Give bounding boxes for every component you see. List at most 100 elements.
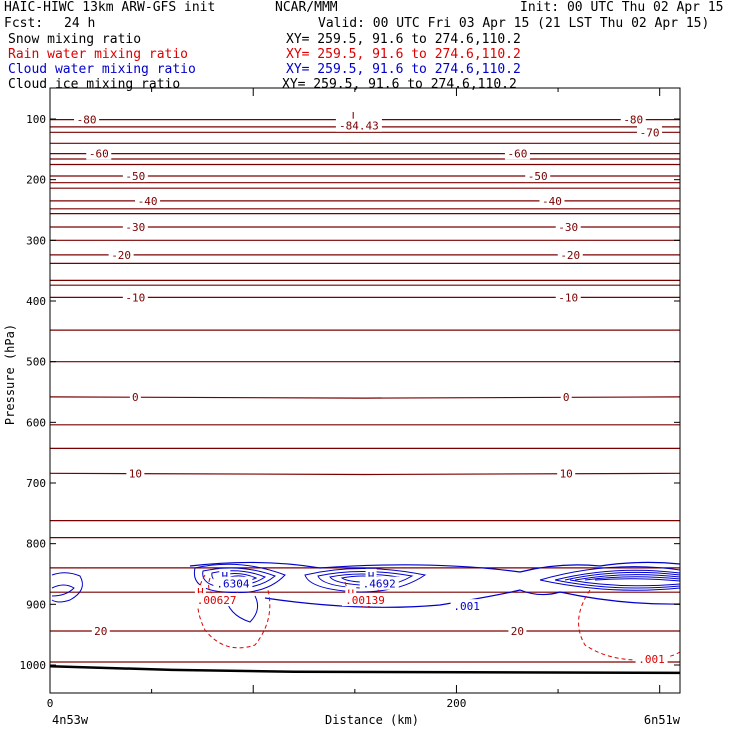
model-title: HAIC-HIWC 13km ARW-GFS init [4, 0, 216, 15]
cloud-water-contour [554, 579, 681, 589]
y-tick-label: 1000 [20, 659, 47, 672]
x-tick-label: 200 [447, 697, 467, 710]
y-tick-label: 900 [26, 598, 46, 611]
temperature-contour-label: 0 [132, 391, 139, 404]
label-backing [359, 576, 399, 590]
label-backing [557, 466, 576, 480]
cloud-water-contour [189, 561, 681, 573]
label-backing [122, 219, 148, 233]
right-endpoint-label: 6n51w [644, 713, 681, 727]
field-xy-cloud-water: XY= 259.5, 91.6 to 274.6,110.2 [286, 62, 521, 77]
rain-water-label: .00627 [197, 594, 237, 607]
cloud-water-label: .4692 [363, 578, 396, 591]
rain-water-label: .00139 [345, 594, 385, 607]
cloud-water-contour [202, 567, 276, 589]
label-backing [335, 118, 382, 132]
label-backing [504, 146, 530, 160]
forecast-label: Fcst: [4, 16, 44, 31]
label-backing [122, 290, 148, 304]
cloud-water-contour [304, 568, 427, 593]
rain-water-label: .001 [638, 653, 665, 666]
label-backing [635, 651, 668, 665]
cloud-water-label: .001 [453, 600, 480, 613]
rain-water-contours [197, 574, 681, 661]
y-tick-label: 200 [26, 174, 46, 187]
label-backing [194, 585, 206, 599]
label-backing [508, 624, 527, 638]
temperature-contour-label: -10 [125, 291, 145, 304]
label-backing [91, 624, 110, 638]
y-tick-label: 100 [26, 113, 46, 126]
label-backing [450, 599, 483, 613]
cloud-water-contour [569, 579, 681, 587]
temperature-contour-label: -50 [528, 170, 548, 183]
label-backing [620, 112, 646, 126]
label-backing [539, 193, 565, 207]
y-tick-label: 800 [26, 538, 46, 551]
init-time: Init: 00 UTC Thu 02 Apr 15 [520, 0, 724, 15]
temperature-contour-label: -40 [138, 195, 158, 208]
y-tick-label: 400 [26, 295, 46, 308]
temperature-contour-label: 10 [129, 467, 142, 480]
field-name-rain: Rain water mixing ratio [8, 47, 189, 62]
label-backing [557, 247, 583, 261]
y-tick-label: 300 [26, 234, 46, 247]
temperature-contour-label: -80 [623, 114, 643, 127]
field-name-cloud-water: Cloud water mixing ratio [8, 62, 196, 77]
valid-time: Valid: 00 UTC Fri 03 Apr 15 (21 LST Thu … [318, 16, 710, 31]
label-backing [135, 193, 161, 207]
label-backing [555, 290, 581, 304]
label-backing [525, 169, 551, 183]
label-backing [345, 586, 357, 600]
label-backing [122, 169, 148, 183]
temperature-contour-label: 20 [511, 625, 524, 638]
x-axis-label: Distance (km) [325, 713, 419, 727]
label-backing [74, 112, 100, 126]
rain-water-label: H [197, 586, 204, 599]
cloud-water-contour [554, 569, 681, 581]
cloud-water-contour [594, 578, 681, 582]
temperature-contour-label: -20 [560, 249, 580, 262]
temperature-min-marker: L [352, 110, 359, 123]
temperature-contour-label: -60 [507, 148, 527, 161]
field-name-snow: Snow mixing ratio [8, 32, 142, 47]
left-endpoint-label: 4n53w [52, 713, 89, 727]
temperature-contour-label: -60 [89, 148, 109, 161]
temperature-contour [49, 396, 681, 399]
cloud-water-contour [584, 576, 681, 581]
label-backing [86, 146, 112, 160]
cloud-water-contour [564, 571, 681, 581]
label-backing [193, 593, 240, 607]
rain-water-contour [197, 574, 271, 649]
cloud-water-contour [51, 572, 83, 603]
y-tick-label: 500 [26, 356, 46, 369]
label-backing [213, 576, 253, 590]
temperature-contour [49, 472, 681, 476]
field-xy-rain: XY= 259.5, 91.6 to 274.6,110.2 [286, 47, 521, 62]
org-label: NCAR/MMM [275, 0, 338, 15]
label-backing [129, 389, 141, 403]
temperature-min-value: -84.43 [339, 120, 379, 133]
x-tick-label: 0 [47, 697, 54, 710]
cloud-water-label: H [368, 570, 375, 583]
y-tick-label: 600 [26, 416, 46, 429]
temperature-contour-label: -30 [558, 221, 578, 234]
temperature-contour-label: 0 [563, 391, 570, 404]
cloud-water-contour [539, 579, 681, 591]
temperature-contour-label: -40 [542, 195, 562, 208]
temperature-contour-label: 10 [560, 467, 573, 480]
temperature-contour-label: -30 [125, 221, 145, 234]
forecast-hour: 24 h [64, 16, 96, 31]
label-backing [555, 219, 581, 233]
temperature-contour-label: -70 [640, 126, 660, 139]
temperature-contour-label: -10 [558, 291, 578, 304]
cloud-water-label: .6304 [216, 578, 249, 591]
rain-water-contour [578, 589, 681, 661]
label-backing [126, 466, 145, 480]
cloud-water-contour [264, 589, 681, 608]
label-backing [219, 568, 231, 582]
y-tick-label: 700 [26, 477, 46, 490]
cloud-water-contour [51, 584, 75, 597]
